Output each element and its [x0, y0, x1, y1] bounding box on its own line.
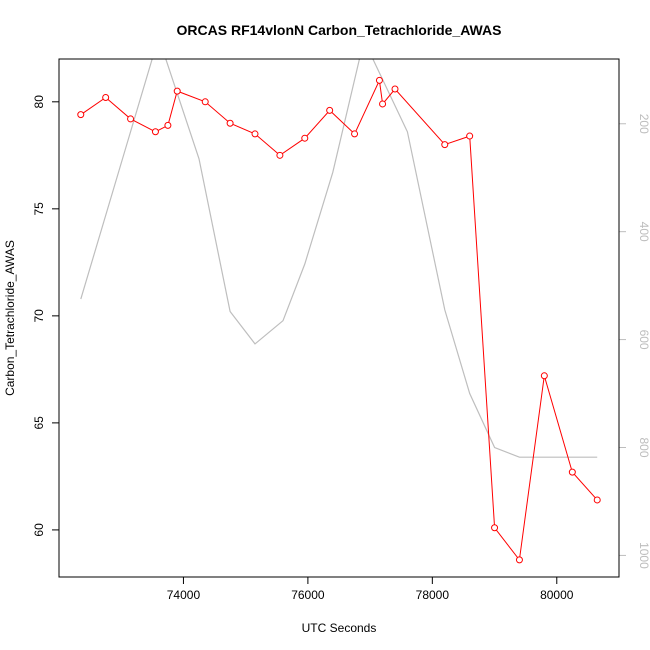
y-tick-label: 75: [32, 202, 46, 216]
data-point: [491, 524, 499, 532]
data-point: [441, 141, 449, 149]
y-axis-label: Carbon_Tetrachloride_AWAS: [3, 240, 17, 396]
secondary-series-line: [80, 59, 598, 458]
data-point: [164, 121, 172, 129]
y2-tick-label: 400: [637, 222, 650, 242]
data-point: [379, 100, 387, 108]
data-point: [201, 98, 209, 106]
primary-series: [77, 76, 601, 564]
data-point: [127, 115, 135, 123]
data-point: [466, 132, 474, 140]
data-point: [173, 87, 181, 95]
data-point: [102, 94, 110, 102]
y2-tick-label: 200: [637, 114, 650, 134]
x-axis-label: UTC Seconds: [302, 621, 377, 635]
data-point: [226, 119, 234, 127]
y-tick-label: 60: [32, 523, 46, 537]
data-point: [251, 130, 259, 138]
data-point: [375, 76, 383, 84]
y-tick-label: 70: [32, 309, 46, 323]
chart-title: ORCAS RF14vlonN Carbon_Tetrachloride_AWA…: [177, 22, 502, 38]
y2-tick-label: 800: [637, 437, 650, 457]
secondary-series: [80, 59, 598, 458]
data-point: [593, 496, 601, 504]
x-tick-label: 80000: [540, 588, 574, 602]
data-point: [568, 468, 576, 476]
data-point: [77, 111, 85, 119]
data-point: [351, 130, 359, 138]
y-tick-label: 65: [32, 416, 46, 430]
data-point: [540, 372, 548, 380]
data-point: [151, 128, 159, 136]
y-tick-label: 80: [32, 95, 46, 109]
data-point: [301, 134, 309, 142]
x-tick-label: 74000: [167, 588, 201, 602]
x-tick-label: 78000: [416, 588, 450, 602]
data-point: [515, 556, 523, 564]
data-point: [326, 106, 334, 114]
y2-tick-label: 600: [637, 330, 650, 350]
y2-tick-label: 1000: [637, 542, 650, 569]
data-point: [276, 151, 284, 159]
data-point: [391, 85, 399, 93]
x-tick-label: 76000: [291, 588, 325, 602]
axes: 74000 76000 78000 80000 60 65 70 75 80 200 400 600 8…: [32, 95, 650, 602]
primary-series-line: [80, 78, 598, 562]
plot-frame: [58, 58, 620, 578]
